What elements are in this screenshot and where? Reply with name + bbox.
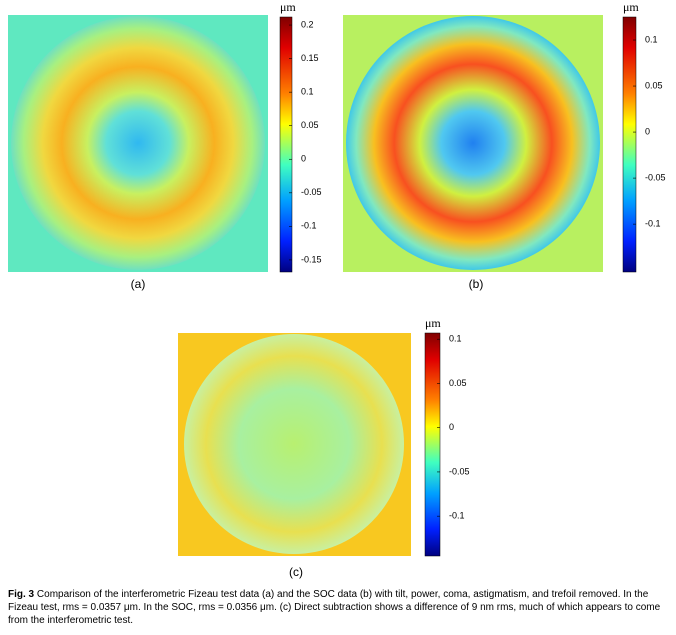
panel-label: (c) <box>289 565 303 579</box>
colorbar <box>424 332 441 557</box>
colorbar-unit: μm <box>623 0 639 14</box>
colorbar <box>622 16 637 273</box>
colorbar-tick-label: 0.1 <box>449 334 462 344</box>
colorbar-tick-label: 0.2 <box>301 19 314 29</box>
colorbar-tick-label: 0.15 <box>301 53 319 63</box>
colorbar-unit: μm <box>425 316 441 330</box>
colorbar-tick-label: -0.1 <box>301 221 317 231</box>
colorbar-tick-label: -0.1 <box>449 511 465 521</box>
panel-label: (b) <box>469 277 484 291</box>
surface-map <box>11 16 265 270</box>
colorbar-tick-label: 0 <box>645 126 650 136</box>
surface-map <box>346 16 600 270</box>
panel-label: (a) <box>131 277 146 291</box>
colorbar-tick-label: -0.1 <box>645 219 661 229</box>
figure-panels: μm (a) 0.2 0.15 0.1 0.05 0 -0.05 -0.1 -0.15 μm (b) 0… <box>8 0 666 579</box>
colorbar-tick-label: 0.1 <box>301 87 314 97</box>
colorbar-tick-label: 0.05 <box>449 378 467 388</box>
colorbar-tick-label: 0.05 <box>301 120 319 130</box>
colorbar-tick-label: -0.05 <box>645 172 666 182</box>
colorbar-tick-label: -0.05 <box>301 187 322 197</box>
colorbar-tick-label: 0 <box>449 422 454 432</box>
colorbar-tick-label: 0.1 <box>645 34 658 44</box>
colorbar-tick-label: -0.15 <box>301 254 322 264</box>
caption-text: Comparison of the interferometric Fizeau… <box>8 589 661 626</box>
caption-label: Fig. 3 <box>8 589 35 600</box>
colorbar-tick-label: 0.05 <box>645 80 663 90</box>
colorbar <box>279 16 293 273</box>
caption: Fig. 3 Comparison of the interferometric… <box>8 588 670 627</box>
colorbar-tick-label: 0 <box>301 154 306 164</box>
colorbar-tick-label: -0.05 <box>449 466 470 476</box>
surface-map <box>184 334 404 554</box>
colorbar-unit: μm <box>280 0 296 14</box>
